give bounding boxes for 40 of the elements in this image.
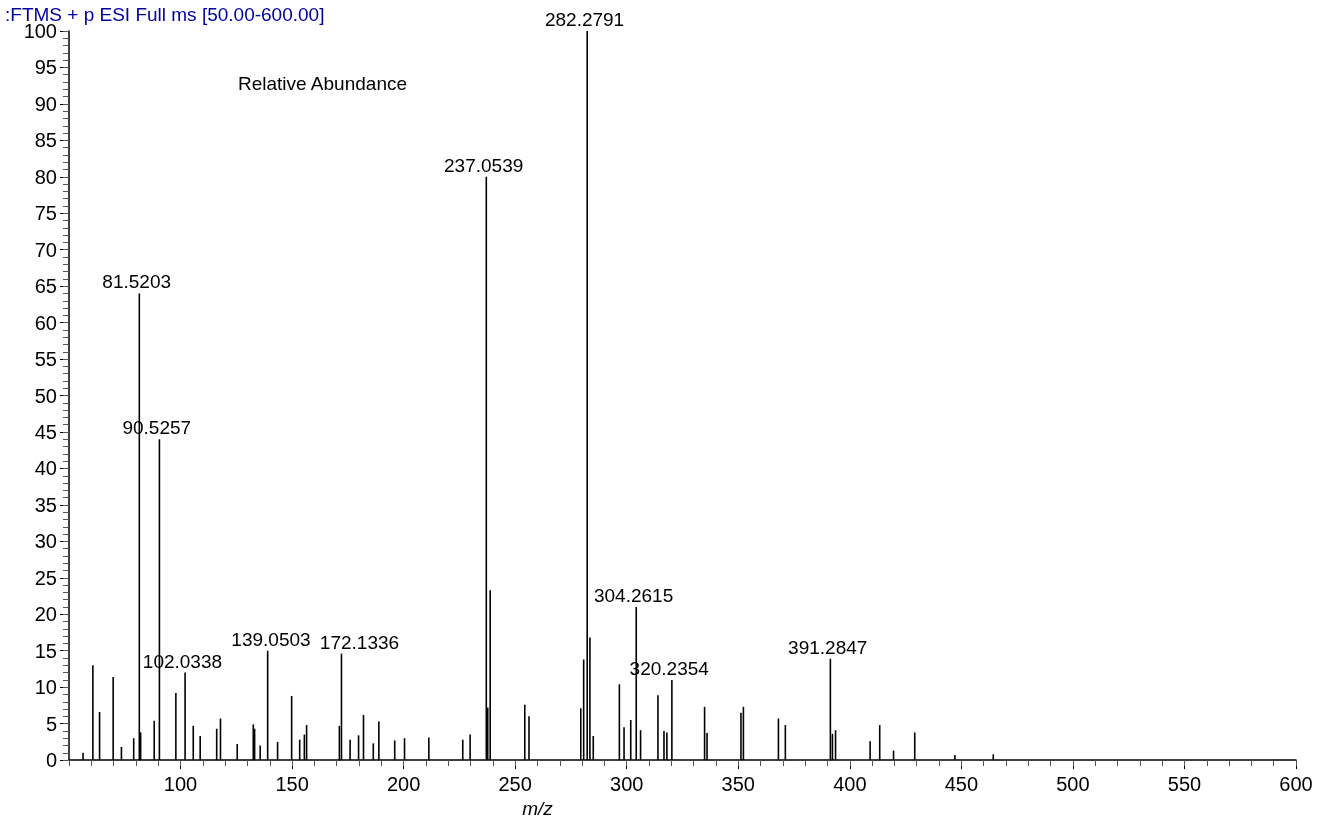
y-tick-label: 95 — [34, 56, 57, 79]
x-axis-title: m/z — [522, 798, 554, 819]
y-axis-title: Relative Abundance — [238, 73, 408, 94]
y-tick-label: 15 — [34, 639, 57, 662]
annotation: 172.1336 — [319, 631, 400, 653]
y-tick-label: 70 — [34, 238, 57, 261]
y-tick-label: 80 — [34, 165, 57, 188]
y-tick-label: 60 — [34, 311, 57, 334]
annotation: 139.0503 — [231, 628, 311, 650]
x-tick-label: 100 — [163, 773, 198, 796]
x-tick-label: 450 — [944, 773, 979, 796]
annotation: 81.5203 — [102, 271, 172, 293]
y-tick-label: 40 — [34, 457, 57, 480]
y-tick-label: 35 — [34, 493, 57, 516]
y-tick-label: 30 — [34, 530, 57, 553]
x-tick-label: 250 — [498, 773, 532, 796]
y-tick-label: 50 — [34, 384, 57, 407]
annotation: 304.2615 — [593, 584, 674, 606]
y-tick-label: 65 — [34, 275, 57, 298]
y-tick-label: 10 — [34, 676, 57, 699]
annotation: 282.2791 — [544, 9, 625, 30]
x-tick-label: 500 — [1056, 773, 1090, 796]
annotation: 391.2847 — [788, 636, 868, 658]
x-tick-label: 350 — [721, 773, 755, 796]
y-tick-label: 45 — [34, 421, 57, 444]
y-tick-label: 25 — [34, 566, 57, 589]
y-tick-label: 20 — [34, 603, 57, 626]
y-tick-label: 55 — [34, 348, 57, 371]
y-tick-label: 90 — [34, 92, 57, 115]
x-tick-label: 600 — [1279, 773, 1313, 796]
y-tick-label: 5 — [45, 712, 57, 735]
y-tick-label: 85 — [34, 129, 57, 152]
x-tick-label: 300 — [610, 773, 644, 796]
x-tick-label: 150 — [275, 773, 309, 796]
y-tick-label: 0 — [45, 749, 57, 772]
x-tick-label: 400 — [833, 773, 867, 796]
y-tick-label: 75 — [34, 202, 57, 225]
annotation: 237.0539 — [444, 154, 524, 176]
x-tick-label: 550 — [1167, 773, 1202, 796]
x-tick-label: 200 — [386, 773, 421, 796]
